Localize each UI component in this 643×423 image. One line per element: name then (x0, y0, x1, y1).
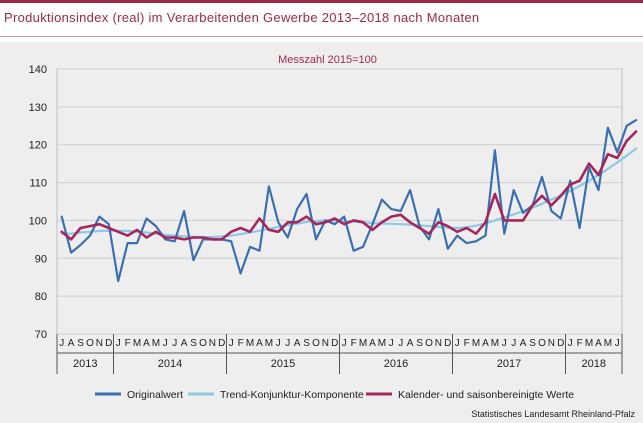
x-month-label: F (351, 338, 357, 349)
x-month-label: A (256, 338, 263, 349)
x-month-label: J (398, 338, 403, 349)
legend-label: Trend-Konjunktur-Komponente (220, 389, 364, 401)
x-month-label: A (181, 338, 188, 349)
x-month-label: M (472, 338, 480, 349)
x-month-label: F (577, 338, 583, 349)
top-accent-rule (0, 0, 643, 3)
x-month-label: D (105, 338, 112, 349)
x-month-label: D (331, 338, 338, 349)
x-month-label: A (407, 338, 414, 349)
x-month-label: A (68, 338, 75, 349)
plot-area (56, 68, 623, 335)
x-month-label: S (77, 338, 84, 349)
series-line-2 (60, 130, 638, 241)
x-month-label: S (303, 338, 310, 349)
x-month-label: J (172, 338, 177, 349)
x-month-label: N (96, 338, 103, 349)
y-tick-label: 70 (35, 329, 47, 341)
x-month-label: M (265, 338, 273, 349)
y-tick-label: 140 (29, 64, 47, 76)
x-month-label: A (520, 338, 527, 349)
x-month-label: S (190, 338, 197, 349)
y-tick-label: 100 (29, 215, 47, 227)
x-month-label: J (568, 338, 573, 349)
x-month-label: J (229, 338, 234, 349)
x-month-label: M (359, 338, 367, 349)
x-month-label: N (209, 338, 216, 349)
x-month-label: F (238, 338, 244, 349)
legend-label: Kalender- und saisonbereinigte Werte (398, 389, 574, 401)
chart-subtitle: Messzahl 2015=100 (278, 54, 377, 66)
x-month-label: N (548, 338, 555, 349)
y-tick-label: 130 (29, 102, 47, 114)
x-month-label: J (163, 338, 168, 349)
x-month-label: J (389, 338, 394, 349)
chart-panel: Messzahl 2015=100 70 80 90 100 110 120 130 140 J A… (0, 42, 643, 423)
title-divider (0, 36, 643, 37)
x-month-label: N (435, 338, 442, 349)
x-month-label: A (143, 338, 150, 349)
x-month-label: A (294, 338, 301, 349)
x-month-label: J (116, 338, 121, 349)
x-month-label: O (425, 338, 433, 349)
x-month-label: N (322, 338, 329, 349)
x-month-label: A (369, 338, 376, 349)
x-month-label: M (246, 338, 254, 349)
x-month-label: J (285, 338, 290, 349)
x-year-label: 2015 (271, 358, 295, 370)
x-year-label: 2018 (582, 358, 606, 370)
x-month-label: O (199, 338, 207, 349)
x-month-label: S (416, 338, 423, 349)
x-month-label: M (491, 338, 499, 349)
x-month-label: F (464, 338, 470, 349)
x-month-label: D (218, 338, 225, 349)
y-tick-label: 120 (29, 140, 47, 152)
x-month-label: J (511, 338, 516, 349)
x-month-label: S (529, 338, 536, 349)
x-year-label: 2014 (158, 358, 182, 370)
legend-label: Originalwert (127, 389, 183, 401)
source-note: Statistisches Landesamt Rheinland-Pfalz (471, 409, 635, 419)
x-month-label: M (378, 338, 386, 349)
y-tick-label: 80 (35, 291, 47, 303)
x-year-label: 2016 (384, 358, 408, 370)
x-month-label: J (342, 338, 347, 349)
x-month-label: J (276, 338, 281, 349)
x-month-label: O (538, 338, 546, 349)
x-month-label: M (585, 338, 593, 349)
x-month-label: J (455, 338, 460, 349)
x-month-label: F (125, 338, 131, 349)
x-month-label: D (557, 338, 564, 349)
page-title: Produktionsindex (real) im Verarbeitende… (4, 10, 480, 25)
x-month-label: O (312, 338, 320, 349)
x-month-label: O (86, 338, 94, 349)
x-month-label: A (595, 338, 602, 349)
x-year-label: 2013 (73, 358, 97, 370)
x-year-label: 2017 (497, 358, 521, 370)
x-month-label: M (152, 338, 160, 349)
x-month-label: A (482, 338, 489, 349)
series-line-0 (60, 118, 638, 283)
x-month-label: J (59, 338, 64, 349)
y-tick-label: 110 (29, 178, 47, 190)
x-month-label: M (604, 338, 612, 349)
x-month-label: J (502, 338, 507, 349)
x-month-label: M (133, 338, 141, 349)
y-tick-label: 90 (35, 253, 47, 265)
x-month-label: D (444, 338, 451, 349)
x-month-label: J (615, 338, 620, 349)
